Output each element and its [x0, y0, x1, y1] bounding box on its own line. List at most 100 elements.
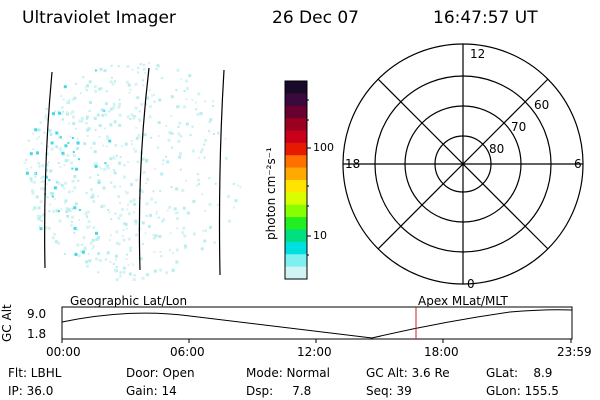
emission-dot	[76, 243, 80, 247]
emission-dot	[112, 157, 115, 160]
emission-dot	[142, 63, 145, 66]
emission-dot	[72, 122, 76, 125]
emission-dot	[191, 149, 195, 153]
colorbar-segment	[285, 93, 307, 107]
emission-dot	[162, 218, 166, 222]
emission-dot	[208, 177, 211, 180]
emission-dot	[139, 63, 142, 66]
emission-dot	[171, 146, 173, 149]
emission-dot	[122, 229, 125, 231]
emission-dot	[85, 122, 88, 125]
emission-dot	[127, 212, 131, 216]
emission-dot	[139, 136, 142, 139]
longitude-line	[44, 71, 53, 269]
emission-dot	[203, 156, 206, 159]
colorbar-segment	[285, 130, 307, 144]
emission-dot	[105, 90, 108, 93]
emission-dot	[91, 193, 95, 197]
emission-dot	[104, 167, 107, 170]
emission-dot	[234, 199, 238, 203]
emission-dot	[123, 175, 127, 179]
emission-dot	[213, 133, 215, 135]
emission-dot	[156, 64, 160, 68]
emission-dot	[196, 173, 199, 176]
emission-dot	[68, 122, 71, 125]
emission-dot	[212, 105, 215, 107]
emission-dot	[122, 238, 126, 242]
emission-dot	[29, 166, 32, 169]
mlt-label-18: 18	[345, 157, 361, 171]
emission-dot	[66, 100, 70, 104]
emission-dot	[124, 223, 128, 226]
emission-dot	[32, 180, 36, 184]
emission-dot	[87, 253, 90, 255]
emission-dot	[208, 121, 211, 124]
emission-dot	[110, 218, 113, 221]
emission-dot	[137, 67, 140, 70]
emission-dot	[109, 123, 113, 127]
emission-dot	[57, 241, 61, 245]
emission-dot	[135, 233, 138, 237]
emission-dot	[88, 259, 92, 263]
emission-dot	[71, 215, 74, 219]
emission-dot	[90, 188, 93, 192]
emission-dot	[153, 250, 156, 253]
emission-dot	[112, 106, 116, 110]
emission-dot	[180, 135, 183, 138]
emission-dot	[84, 249, 86, 252]
emission-dot	[37, 128, 41, 132]
emission-dot	[129, 118, 132, 120]
emission-dot	[114, 80, 117, 83]
emission-dot	[127, 83, 131, 87]
glat-info: GLat: 8.9	[486, 366, 553, 380]
emission-dot	[146, 177, 150, 181]
emission-dot	[48, 179, 51, 182]
emission-dot	[159, 268, 163, 272]
emission-dot	[142, 84, 145, 87]
emission-dot	[102, 204, 106, 208]
emission-dot	[100, 205, 104, 209]
emission-dot	[103, 109, 106, 112]
emission-dot	[217, 131, 219, 134]
emission-dot	[134, 149, 138, 153]
emission-dot	[200, 247, 204, 251]
emission-dot	[79, 92, 82, 94]
emission-dot	[137, 133, 141, 137]
emission-dot	[51, 236, 55, 240]
emission-dot	[185, 179, 187, 182]
emission-dot	[38, 225, 41, 228]
emission-dot	[141, 276, 145, 280]
emission-dot	[42, 213, 46, 217]
emission-dot	[72, 153, 76, 157]
emission-dot	[82, 76, 85, 79]
emission-dot	[169, 249, 171, 252]
emission-dot	[128, 272, 132, 276]
y-tick-top: 9.0	[27, 307, 47, 321]
emission-dot	[181, 189, 185, 192]
longitude-line	[138, 67, 150, 271]
mlt-label-0: 0	[467, 277, 475, 291]
emission-dot	[80, 116, 84, 120]
emission-dot	[196, 184, 199, 187]
emission-dot	[134, 219, 138, 223]
emission-dot	[124, 142, 128, 146]
emission-dot	[40, 180, 43, 183]
emission-dot	[62, 98, 65, 101]
emission-dot	[144, 232, 147, 235]
emission-dot	[98, 166, 101, 169]
emission-dot	[63, 85, 67, 89]
emission-dot	[192, 200, 196, 203]
emission-dot	[153, 93, 155, 96]
emission-dot	[70, 224, 73, 227]
emission-dot	[177, 140, 181, 143]
emission-dot	[181, 231, 185, 235]
emission-dot	[188, 74, 192, 78]
emission-dot	[48, 210, 51, 213]
emission-dot	[203, 143, 206, 146]
emission-dot	[176, 217, 180, 220]
emission-dot	[198, 183, 201, 186]
emission-dot	[41, 180, 45, 183]
emission-dot	[85, 214, 88, 217]
emission-dot	[122, 266, 126, 270]
